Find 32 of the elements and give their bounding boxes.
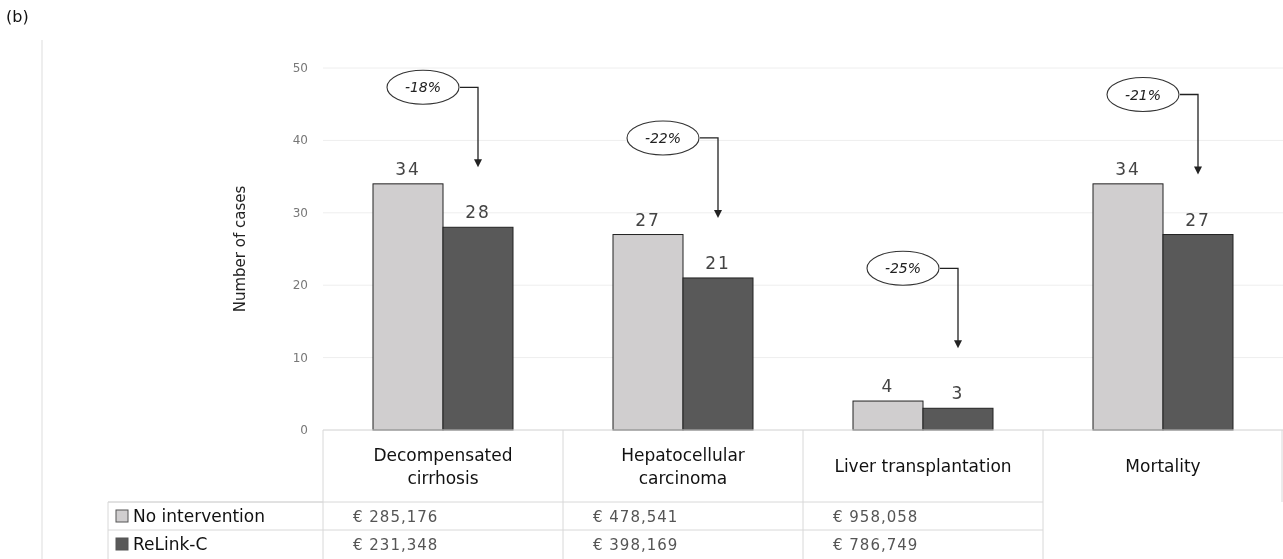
annotation: -18%	[404, 79, 442, 96]
text: € 285,176	[353, 508, 439, 526]
x-tick-label: Mortality	[1125, 456, 1201, 476]
annotation: -22%	[644, 129, 682, 146]
legend-label: No intervention	[133, 506, 265, 526]
text: € 231,348	[353, 536, 439, 554]
annotation: -25%	[884, 260, 922, 277]
x-tick-label: Decompensated cirrhosis	[373, 445, 513, 488]
text: € 478,541	[593, 508, 679, 526]
text: € 958,058	[833, 508, 919, 526]
text: € 398,169	[593, 536, 679, 554]
text: € 786,749	[833, 536, 919, 554]
y-tick-label: 0	[300, 423, 308, 437]
annotation: -21%	[1124, 86, 1162, 103]
y-tick-label: 50	[292, 61, 308, 75]
y-axis-title: Number of cases	[231, 185, 249, 313]
data-label: 21	[705, 252, 731, 273]
y-tick-label: 10	[292, 350, 308, 365]
y-tick-label: 30	[292, 205, 308, 220]
text: (b)	[6, 7, 29, 26]
legend-label: ReLink-C	[133, 534, 208, 554]
data-label: 3	[951, 383, 965, 404]
data-label: 27	[635, 209, 661, 230]
data-label: 4	[881, 376, 895, 397]
data-label: 34	[395, 158, 421, 179]
x-tick-label: Hepatocellular carcinoma	[621, 445, 745, 488]
data-label: 28	[465, 202, 491, 223]
data-label: 27	[1185, 209, 1211, 230]
y-tick-label: 40	[292, 133, 308, 148]
data-label: 34	[1115, 158, 1141, 179]
y-tick-label: 20	[292, 278, 308, 293]
x-tick-label: Liver transplantation	[834, 456, 1012, 476]
